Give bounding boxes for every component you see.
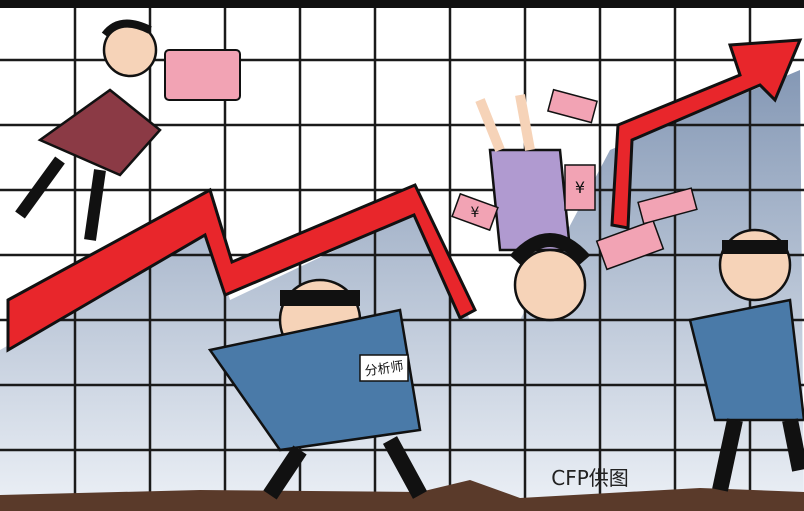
currency-sign: ¥ — [575, 178, 585, 197]
credit: CFP供图 — [551, 466, 629, 490]
money: ¥ ¥ — [451, 88, 698, 271]
red-arrow-broken — [6, 183, 477, 353]
currency-sign: ¥ — [471, 205, 480, 221]
ground — [0, 480, 804, 511]
badge-text: 分析师 — [364, 359, 405, 379]
top-bar — [0, 0, 804, 8]
falling-woman — [475, 94, 591, 322]
red-arrow-rising — [610, 38, 803, 230]
badge-card — [359, 354, 409, 382]
right-thief — [688, 228, 804, 492]
running-man — [15, 19, 241, 241]
shaded-area — [0, 70, 804, 511]
analyst-thief: 分析师 — [207, 278, 428, 500]
